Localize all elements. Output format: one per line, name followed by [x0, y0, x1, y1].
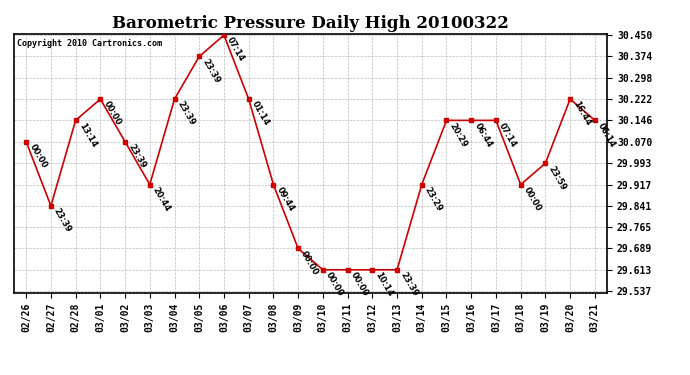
Text: 23:39: 23:39	[398, 271, 420, 298]
Title: Barometric Pressure Daily High 20100322: Barometric Pressure Daily High 20100322	[112, 15, 509, 32]
Text: 16:44: 16:44	[571, 100, 593, 128]
Text: 07:14: 07:14	[497, 121, 518, 149]
Text: 06:44: 06:44	[473, 121, 493, 149]
Text: 20:29: 20:29	[448, 121, 469, 149]
Text: 20:44: 20:44	[151, 185, 172, 213]
Text: 07:14: 07:14	[225, 36, 246, 63]
Text: 10:14: 10:14	[373, 271, 395, 298]
Text: 23:39: 23:39	[126, 142, 148, 170]
Text: 23:29: 23:29	[423, 185, 444, 213]
Text: 13:14: 13:14	[77, 121, 98, 149]
Text: 06:14: 06:14	[596, 121, 618, 149]
Text: 09:44: 09:44	[275, 185, 296, 213]
Text: 01:14: 01:14	[250, 100, 271, 128]
Text: 00:00: 00:00	[349, 271, 370, 298]
Text: 23:39: 23:39	[201, 57, 221, 85]
Text: 23:59: 23:59	[546, 164, 568, 192]
Text: Copyright 2010 Cartronics.com: Copyright 2010 Cartronics.com	[17, 39, 161, 48]
Text: 23:39: 23:39	[52, 207, 73, 234]
Text: 23:39: 23:39	[176, 100, 197, 128]
Text: 00:00: 00:00	[324, 271, 345, 298]
Text: 00:00: 00:00	[101, 100, 123, 127]
Text: 00:00: 00:00	[522, 185, 543, 213]
Text: 00:00: 00:00	[28, 142, 48, 170]
Text: 00:00: 00:00	[299, 249, 320, 277]
